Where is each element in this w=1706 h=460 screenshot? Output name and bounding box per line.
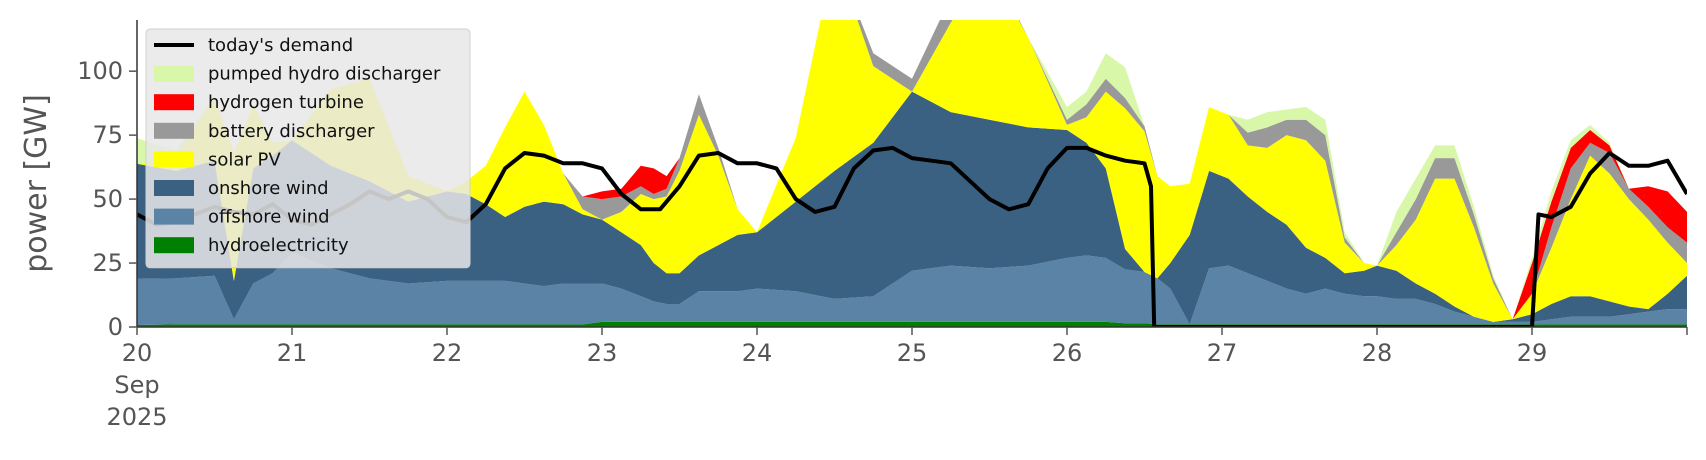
legend-swatch xyxy=(154,180,194,196)
x-tick-sublabel: 2025 xyxy=(106,403,167,431)
x-axis: 20 Sep 2025 21 22 23 24 25 26 27 28 29 xyxy=(106,326,1688,431)
area-onshore-wind xyxy=(137,91,1687,325)
y-tick-label: 25 xyxy=(92,249,123,277)
x-tick-label: 25 xyxy=(897,339,928,367)
legend-swatch xyxy=(154,151,194,168)
legend: today's demand pumped hydro discharger hyd… xyxy=(145,28,471,269)
legend-label: today's demand xyxy=(208,35,353,56)
x-tick-label: 21 xyxy=(277,339,308,367)
legend-swatch xyxy=(154,65,194,82)
y-tick-label: 75 xyxy=(92,121,123,149)
y-tick-label: 100 xyxy=(77,57,123,85)
x-tick-label: 29 xyxy=(1517,339,1548,367)
y-axis: 0 25 50 75 100 xyxy=(77,20,138,341)
legend-swatch xyxy=(154,208,194,225)
legend-swatch xyxy=(154,122,194,139)
legend-label: solar PV xyxy=(208,149,281,170)
legend-label: offshore wind xyxy=(208,207,330,228)
legend-label: hydroelectricity xyxy=(208,235,349,256)
stacked-areas xyxy=(137,20,1687,327)
x-tick-sublabel: Sep xyxy=(114,371,159,399)
legend-label: onshore wind xyxy=(208,178,329,199)
area-solar-pv xyxy=(137,20,1687,322)
legend-label: pumped hydro discharger xyxy=(208,64,441,85)
x-tick-label: 20 xyxy=(122,339,153,367)
y-axis-label: power [GW] xyxy=(19,94,54,273)
x-tick-label: 27 xyxy=(1207,339,1238,367)
x-tick-label: 26 xyxy=(1052,339,1083,367)
y-tick-label: 50 xyxy=(92,185,123,213)
legend-box xyxy=(145,28,471,269)
y-tick-label: 0 xyxy=(108,313,123,341)
x-tick-label: 24 xyxy=(742,339,773,367)
legend-label: hydrogen turbine xyxy=(208,92,364,113)
area-offshore-wind xyxy=(137,252,1687,325)
legend-swatch xyxy=(154,237,194,254)
area-hydrogen-turbine xyxy=(137,20,1687,320)
x-tick-label: 28 xyxy=(1362,339,1393,367)
legend-label: battery discharger xyxy=(208,121,375,142)
area-battery-discharger xyxy=(137,20,1687,320)
legend-swatch xyxy=(154,94,194,111)
x-tick-label: 22 xyxy=(432,339,463,367)
x-tick-label: 23 xyxy=(587,339,618,367)
